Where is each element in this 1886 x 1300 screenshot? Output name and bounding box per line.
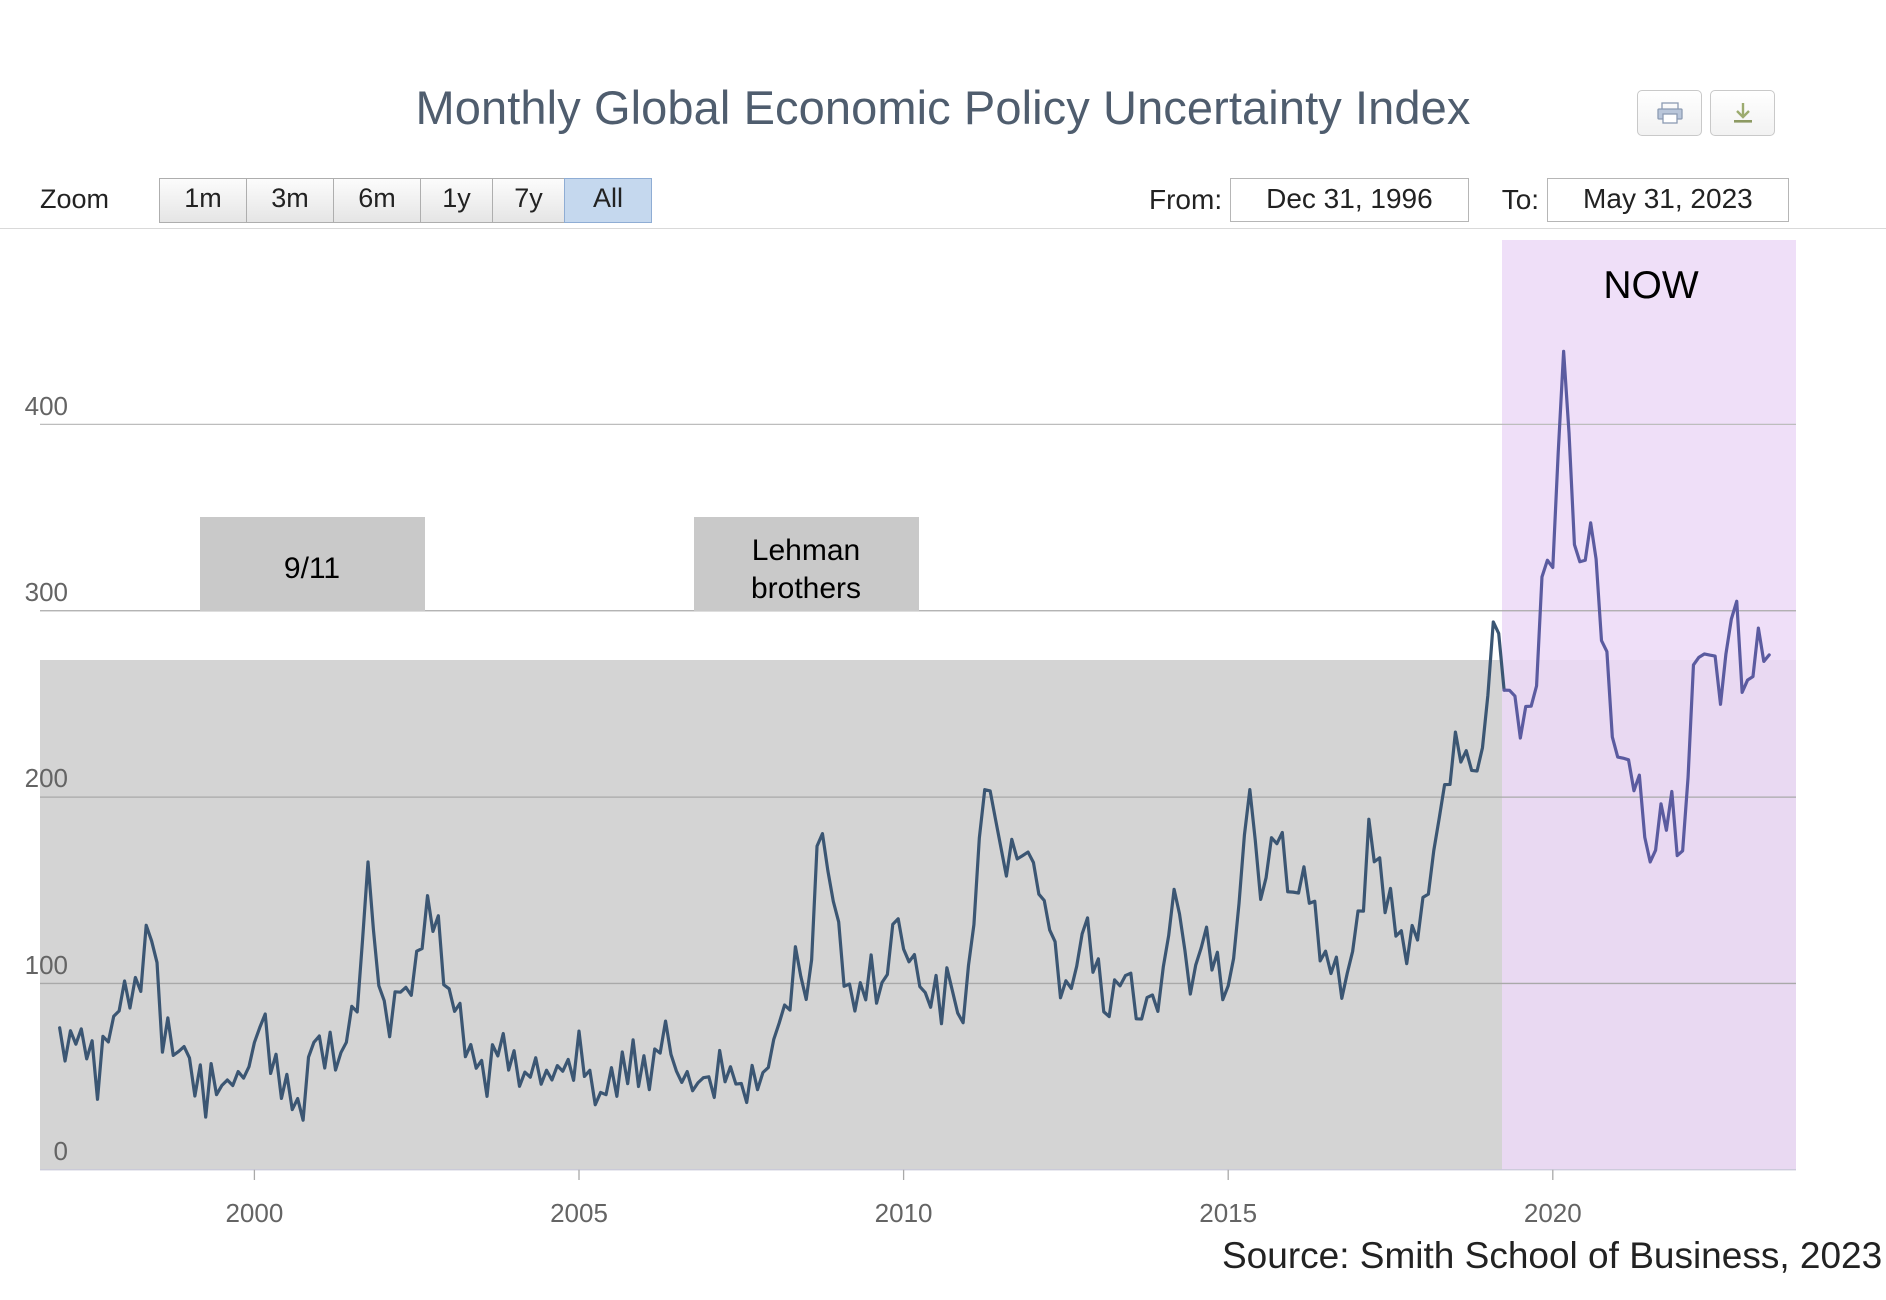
- svg-text:200: 200: [25, 763, 68, 793]
- svg-text:NOW: NOW: [1603, 264, 1699, 307]
- svg-text:Lehman: Lehman: [752, 534, 860, 567]
- svg-text:2020: 2020: [1524, 1198, 1582, 1228]
- svg-text:300: 300: [25, 577, 68, 607]
- svg-text:brothers: brothers: [751, 572, 861, 605]
- svg-text:400: 400: [25, 391, 68, 421]
- svg-text:2000: 2000: [225, 1198, 283, 1228]
- svg-text:100: 100: [25, 950, 68, 980]
- svg-text:2015: 2015: [1199, 1198, 1257, 1228]
- svg-text:9/11: 9/11: [284, 552, 340, 585]
- svg-text:0: 0: [54, 1136, 68, 1166]
- svg-text:2005: 2005: [550, 1198, 608, 1228]
- svg-text:2010: 2010: [875, 1198, 933, 1228]
